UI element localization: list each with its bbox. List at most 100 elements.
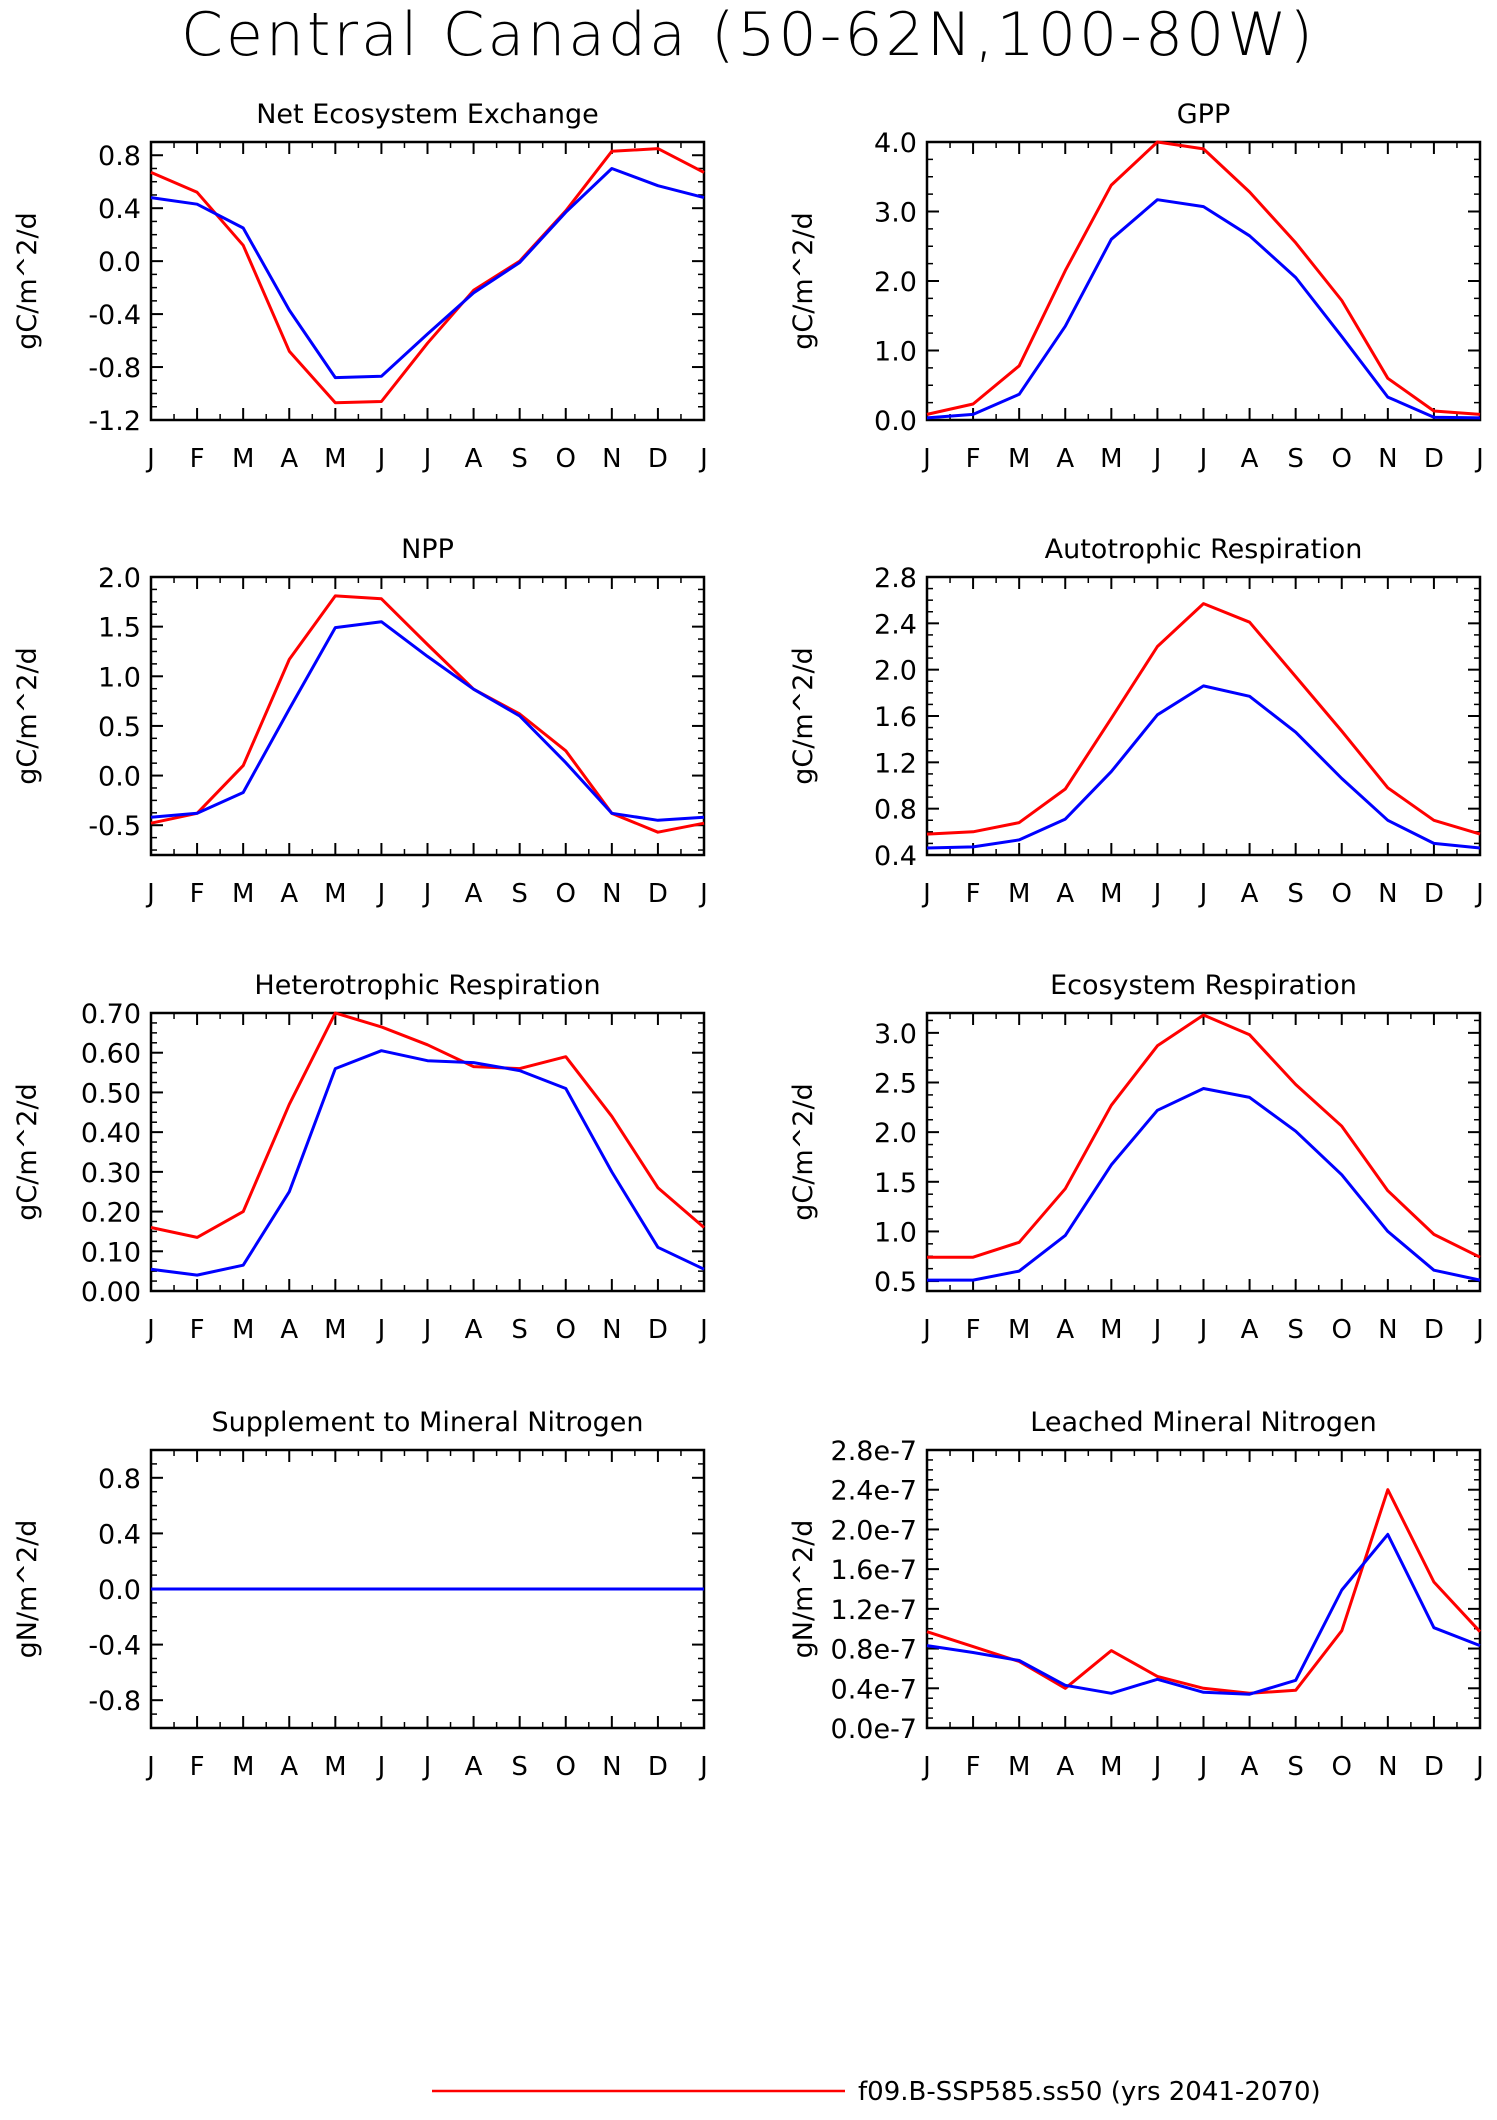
y-axis-label: gC/m^2/d bbox=[12, 1083, 43, 1220]
x-tick-label: J bbox=[422, 879, 432, 909]
y-tick-label: -0.4 bbox=[88, 1631, 141, 1662]
x-tick-label: N bbox=[602, 1315, 621, 1345]
x-tick-label: F bbox=[966, 444, 981, 474]
x-tick-label: J bbox=[921, 444, 931, 474]
y-tick-label: 0.8 bbox=[98, 141, 141, 172]
x-tick-label: J bbox=[698, 1315, 708, 1345]
x-tick-label: O bbox=[556, 444, 576, 474]
y-tick-label: -0.8 bbox=[88, 353, 141, 384]
x-tick-label: D bbox=[648, 1315, 668, 1345]
x-tick-label: A bbox=[280, 1315, 298, 1345]
x-tick-label: O bbox=[556, 879, 576, 909]
x-tick-label: M bbox=[232, 444, 254, 474]
x-tick-label: D bbox=[1424, 1752, 1444, 1782]
x-tick-label: A bbox=[1241, 444, 1259, 474]
x-tick-label: J bbox=[145, 879, 155, 909]
series-line bbox=[927, 1087, 1481, 1282]
y-tick-label: -0.5 bbox=[88, 811, 141, 842]
x-tick-label: O bbox=[556, 1315, 576, 1345]
x-tick-label: J bbox=[921, 1752, 931, 1782]
chart-panel: J F M A M J J A S O N D J0.000.100.200.300.400.500.6… bbox=[12, 970, 708, 1345]
x-tick-label: M bbox=[232, 1752, 254, 1782]
x-tick-label: D bbox=[1424, 879, 1444, 909]
y-tick-label: 2.8e-7 bbox=[831, 1436, 917, 1467]
series-line bbox=[926, 140, 1481, 416]
chart-panel: J F M A M J J A S O N D J0.51.01.52.02.53.0Ecosystem… bbox=[788, 970, 1484, 1345]
x-tick-label: J bbox=[698, 444, 708, 474]
x-tick-label: J bbox=[1198, 1315, 1208, 1345]
series-line bbox=[150, 167, 705, 380]
x-tick-label: M bbox=[1008, 1315, 1030, 1345]
x-tick-label: S bbox=[511, 1315, 528, 1345]
x-tick-label: A bbox=[280, 879, 298, 909]
x-tick-label: A bbox=[1056, 1315, 1074, 1345]
x-tick-label: S bbox=[511, 879, 528, 909]
x-tick-label: N bbox=[1378, 879, 1397, 909]
x-tick-label: F bbox=[190, 879, 205, 909]
y-tick-label: 2.0 bbox=[98, 563, 141, 594]
chart-title: NPP bbox=[401, 534, 454, 565]
chart-title: GPP bbox=[1177, 99, 1231, 130]
y-tick-label: 1.2 bbox=[874, 748, 917, 779]
x-tick-label: J bbox=[921, 879, 931, 909]
x-tick-label: D bbox=[648, 879, 668, 909]
x-tick-label: J bbox=[1152, 879, 1162, 909]
x-tick-label: O bbox=[1332, 444, 1352, 474]
y-tick-label: 2.0e-7 bbox=[831, 1515, 917, 1546]
series-line bbox=[150, 620, 705, 822]
x-tick-label: M bbox=[324, 1752, 346, 1782]
x-tick-label: M bbox=[1008, 1752, 1030, 1782]
x-tick-label: D bbox=[648, 1752, 668, 1782]
y-tick-label: 0.5 bbox=[874, 1267, 917, 1298]
x-tick-label: J bbox=[1152, 1315, 1162, 1345]
chart-panel: J F M A M J J A S O N D J0.0e-70.4e-70.8e-71.2e-71.6… bbox=[788, 1407, 1484, 1782]
x-tick-label: S bbox=[511, 444, 528, 474]
x-tick-label: J bbox=[1474, 879, 1484, 909]
y-tick-label: 2.0 bbox=[874, 267, 917, 298]
chart-panel: J F M A M J J A S O N D J-0.50.00.51.01.52.0NPPgC/m^… bbox=[12, 534, 708, 909]
x-tick-label: A bbox=[1056, 879, 1074, 909]
x-tick-label: A bbox=[1241, 1315, 1259, 1345]
x-tick-label: D bbox=[648, 444, 668, 474]
x-tick-label: J bbox=[698, 1752, 708, 1782]
x-tick-label: A bbox=[465, 1752, 483, 1782]
y-tick-label: 1.5 bbox=[98, 613, 141, 644]
x-tick-label: O bbox=[1332, 879, 1352, 909]
y-axis-label: gC/m^2/d bbox=[12, 212, 43, 349]
y-tick-label: -0.8 bbox=[88, 1686, 141, 1717]
y-tick-label: 0.4 bbox=[874, 841, 917, 872]
chart-title: Net Ecosystem Exchange bbox=[256, 99, 599, 130]
x-tick-label: M bbox=[1008, 879, 1030, 909]
x-tick-label: S bbox=[1287, 1315, 1304, 1345]
x-tick-label: J bbox=[422, 1315, 432, 1345]
series-line bbox=[926, 198, 1481, 420]
y-tick-label: 1.6e-7 bbox=[831, 1555, 917, 1586]
x-tick-label: M bbox=[232, 1315, 254, 1345]
chart-panel: J F M A M J J A S O N D J-0.8-0.40.00.40.8Supplement… bbox=[12, 1407, 708, 1782]
y-tick-label: 0.5 bbox=[98, 712, 141, 743]
series-line bbox=[927, 1013, 1481, 1259]
x-tick-label: F bbox=[190, 444, 205, 474]
y-tick-label: 1.0 bbox=[874, 337, 917, 368]
x-tick-label: N bbox=[602, 879, 621, 909]
x-tick-label: M bbox=[1100, 444, 1122, 474]
x-tick-label: M bbox=[324, 879, 346, 909]
y-axis-label: gC/m^2/d bbox=[788, 212, 819, 349]
y-tick-label: 3.0 bbox=[874, 198, 917, 229]
series-line bbox=[150, 1011, 705, 1239]
x-tick-label: O bbox=[1332, 1315, 1352, 1345]
chart-title: Autotrophic Respiration bbox=[1045, 534, 1363, 565]
x-tick-label: N bbox=[602, 1752, 621, 1782]
x-tick-label: F bbox=[966, 879, 981, 909]
y-tick-label: 2.8 bbox=[874, 563, 917, 594]
y-tick-label: 0.60 bbox=[81, 1039, 141, 1070]
y-tick-label: 0.0 bbox=[874, 406, 917, 437]
y-tick-label: -1.2 bbox=[88, 406, 141, 437]
y-tick-label: 0.0 bbox=[98, 247, 141, 278]
y-tick-label: 2.0 bbox=[874, 1118, 917, 1149]
x-tick-label: J bbox=[1474, 1315, 1484, 1345]
x-tick-label: N bbox=[1378, 1752, 1397, 1782]
